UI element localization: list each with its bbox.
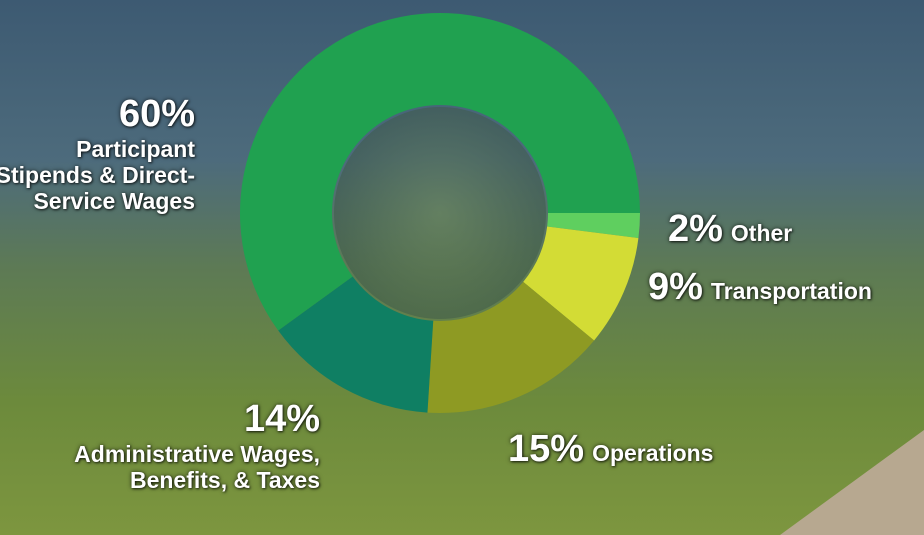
percent-label: 14% <box>243 398 320 440</box>
donut-segment <box>278 276 434 413</box>
category-label: Administrative Wages, Benefits, & Taxes <box>74 440 320 493</box>
slice-label: 9% Transportation <box>648 266 872 309</box>
boardwalk <box>780 430 924 535</box>
donut-segment <box>239 12 640 331</box>
donut-segment <box>427 281 595 413</box>
category-label: Operations <box>592 440 714 466</box>
percent-label: 2% <box>668 208 723 250</box>
donut <box>239 12 640 413</box>
percent-label: 9% <box>648 266 703 308</box>
slice-label: 2% Other <box>668 208 792 251</box>
category-label: Transportation <box>710 278 872 304</box>
slice-label: 14% Administrative Wages, Benefits, & Tax… <box>0 398 320 493</box>
donut-hole <box>334 107 546 319</box>
donut-segment <box>523 226 639 341</box>
percent-label: 15% <box>508 428 585 470</box>
category-label: Participant Stipends & Direct-Service Wa… <box>0 135 195 214</box>
category-label: Other <box>730 220 793 246</box>
slice-label: 60% Participant Stipends & Direct-Service… <box>0 93 195 214</box>
slice-label: 15% Operations <box>508 428 713 471</box>
donut-segment <box>547 213 640 239</box>
percent-label: 60% <box>118 93 195 135</box>
